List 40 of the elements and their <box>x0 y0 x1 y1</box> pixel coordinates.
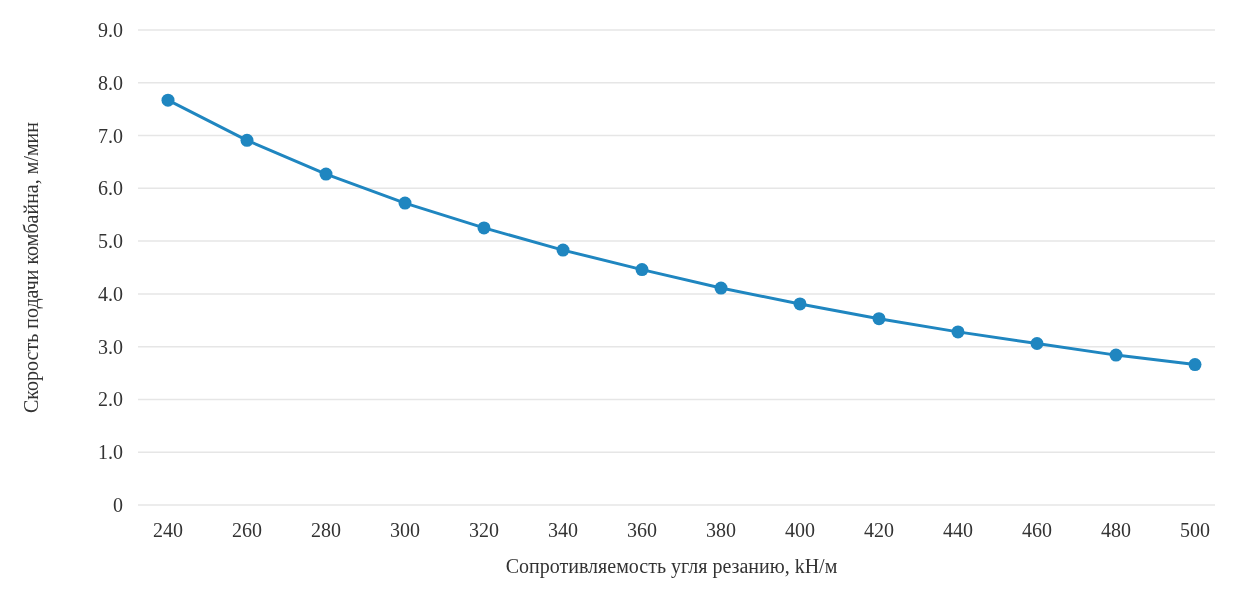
y-tick-label: 0 <box>113 494 123 516</box>
x-tick-label: 360 <box>627 519 657 541</box>
y-tick-label: 5.0 <box>98 230 123 253</box>
point <box>319 167 333 181</box>
x-tick-label: 480 <box>1101 519 1131 541</box>
x-tick-label: 340 <box>548 519 578 541</box>
x-axis-title: Сопротивляемость угля резанию, kH/м <box>505 555 838 578</box>
x-tick-label: 400 <box>785 519 815 541</box>
point <box>714 281 728 295</box>
y-tick-label: 6.0 <box>98 177 123 200</box>
point <box>161 93 175 107</box>
point <box>1188 358 1202 372</box>
x-tick-label: 500 <box>1180 519 1210 541</box>
y-tick-label: 9.0 <box>98 19 123 41</box>
point <box>477 221 491 235</box>
x-tick-label: 260 <box>232 519 262 541</box>
x-tick-label: 460 <box>1022 519 1052 541</box>
point <box>398 196 412 210</box>
x-tick-label: 240 <box>153 519 183 541</box>
point <box>951 325 965 339</box>
point <box>1109 348 1123 362</box>
y-axis-title: Скорость подачи комбайна, м/мин <box>20 121 43 414</box>
y-tick-label: 3.0 <box>98 335 123 358</box>
point <box>240 133 254 147</box>
point <box>1030 337 1044 350</box>
y-tick-label: 7.0 <box>98 124 123 147</box>
y-tick-label: 8.0 <box>98 71 123 94</box>
point <box>635 263 649 277</box>
y-tick-label: 2.0 <box>98 388 123 411</box>
y-tick-label: 1.0 <box>98 441 123 464</box>
y-tick-label: 4.0 <box>98 282 123 305</box>
x-tick-label: 380 <box>706 519 736 541</box>
x-tick-label: 440 <box>943 519 973 541</box>
point <box>793 297 807 311</box>
x-tick-label: 320 <box>469 519 499 541</box>
point <box>872 312 886 326</box>
x-tick-label: 420 <box>864 519 894 541</box>
x-tick-label: 280 <box>311 519 341 541</box>
point <box>556 243 570 257</box>
x-tick-label: 300 <box>390 519 420 541</box>
